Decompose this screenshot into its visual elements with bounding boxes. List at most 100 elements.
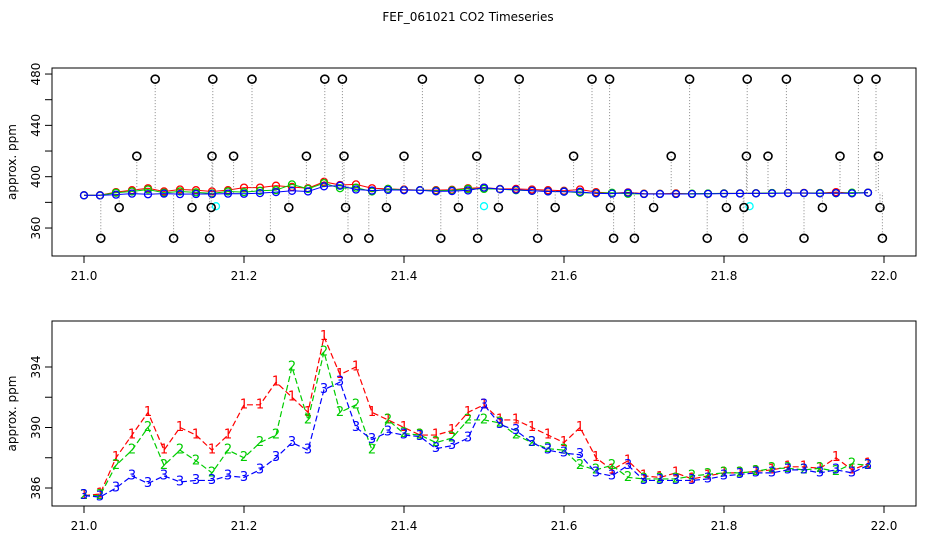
series-line xyxy=(83,334,869,497)
point-digit: 3 xyxy=(736,467,744,482)
point-digit: 3 xyxy=(192,473,200,488)
point xyxy=(175,189,185,199)
point-digit: 3 xyxy=(512,423,520,438)
point-digit: 2 xyxy=(624,470,632,485)
point-digit: 2 xyxy=(864,458,872,473)
point-digit: 1 xyxy=(784,459,792,474)
point-digit: 3 xyxy=(432,441,440,456)
point xyxy=(417,74,428,84)
point-digit: 2 xyxy=(256,435,264,450)
plot-frame xyxy=(51,320,917,507)
point-digit: 3 xyxy=(464,431,472,446)
point xyxy=(351,185,361,194)
x-tick-label: 21.2 xyxy=(231,519,258,533)
point xyxy=(287,186,297,195)
point xyxy=(228,151,239,161)
point-digit: 1 xyxy=(464,405,472,420)
point-digit: 1 xyxy=(320,329,328,344)
point-digit: 3 xyxy=(480,397,488,412)
point-digit: 2 xyxy=(688,468,696,483)
point-digit: 3 xyxy=(160,468,168,483)
point-digit: 3 xyxy=(176,474,184,489)
point xyxy=(623,188,633,197)
x-tick-label: 22.0 xyxy=(871,269,898,283)
point-digit: 2 xyxy=(320,344,328,359)
point-digit: 2 xyxy=(544,441,552,456)
point xyxy=(817,202,828,213)
point-digit: 2 xyxy=(384,412,392,427)
point xyxy=(95,191,105,200)
point xyxy=(739,202,749,213)
point-digit: 2 xyxy=(112,458,120,473)
x-tick-label: 21.0 xyxy=(71,269,98,283)
point-digit: 2 xyxy=(416,428,424,443)
point-digit: 2 xyxy=(720,465,728,480)
point xyxy=(207,189,217,199)
point-digit: 2 xyxy=(656,471,664,486)
x-tick-label: 22.0 xyxy=(871,519,898,533)
point xyxy=(143,185,153,194)
point-digit: 2 xyxy=(592,462,600,477)
x-tick-label: 21.8 xyxy=(711,269,738,283)
point-digit: 2 xyxy=(160,458,168,473)
point-digit: 2 xyxy=(464,412,472,427)
point-digit: 1 xyxy=(480,397,488,412)
point-digit: 1 xyxy=(624,453,632,468)
point xyxy=(96,233,106,244)
point xyxy=(206,202,216,213)
point-digit: 1 xyxy=(352,359,360,374)
point xyxy=(605,202,616,213)
y-tick-label: 440 xyxy=(29,114,43,137)
point xyxy=(381,202,392,213)
point xyxy=(453,202,464,213)
point-digit: 3 xyxy=(608,468,616,483)
point-digit: 1 xyxy=(800,459,808,474)
point-digit: 3 xyxy=(784,462,792,477)
point xyxy=(211,202,221,211)
point xyxy=(721,202,732,213)
point-digit: 3 xyxy=(80,488,88,503)
point xyxy=(265,233,276,244)
x-tick-label: 21.6 xyxy=(551,519,578,533)
point-digit: 1 xyxy=(208,443,216,458)
point xyxy=(587,74,597,84)
point-digit: 1 xyxy=(304,405,312,420)
point-digit: 1 xyxy=(416,428,424,443)
x-tick-label: 21.8 xyxy=(711,519,738,533)
point-digit: 3 xyxy=(304,443,312,458)
point-digit: 1 xyxy=(96,487,104,502)
point xyxy=(702,233,713,244)
point-digit: 2 xyxy=(736,465,744,480)
point xyxy=(815,189,825,198)
point xyxy=(799,233,809,244)
point xyxy=(435,233,446,244)
point xyxy=(741,151,752,161)
point xyxy=(303,187,313,196)
point-digit: 1 xyxy=(848,462,856,477)
x-tick-label: 21.2 xyxy=(231,269,258,283)
point-digit: 3 xyxy=(496,417,504,432)
point xyxy=(255,186,265,195)
y-tick-label: 480 xyxy=(29,63,43,86)
point-digit: 2 xyxy=(704,467,712,482)
point xyxy=(873,151,884,161)
point xyxy=(608,233,619,244)
point-digit: 3 xyxy=(720,468,728,483)
point xyxy=(514,74,525,84)
point xyxy=(343,233,353,244)
point xyxy=(479,202,489,211)
series-line xyxy=(83,381,869,498)
point-digit: 3 xyxy=(640,473,648,488)
point-digit: 3 xyxy=(352,420,360,435)
point-digit: 3 xyxy=(832,462,840,477)
y-axis-label: approx. ppm xyxy=(5,124,19,200)
point-digit: 1 xyxy=(592,450,600,465)
point-digit: 1 xyxy=(608,462,616,477)
point-digit: 1 xyxy=(432,428,440,443)
point xyxy=(187,202,197,213)
point xyxy=(247,74,257,84)
point xyxy=(875,202,885,213)
point-digit: 2 xyxy=(848,456,856,471)
point xyxy=(367,186,377,195)
point-digit: 3 xyxy=(224,468,232,483)
